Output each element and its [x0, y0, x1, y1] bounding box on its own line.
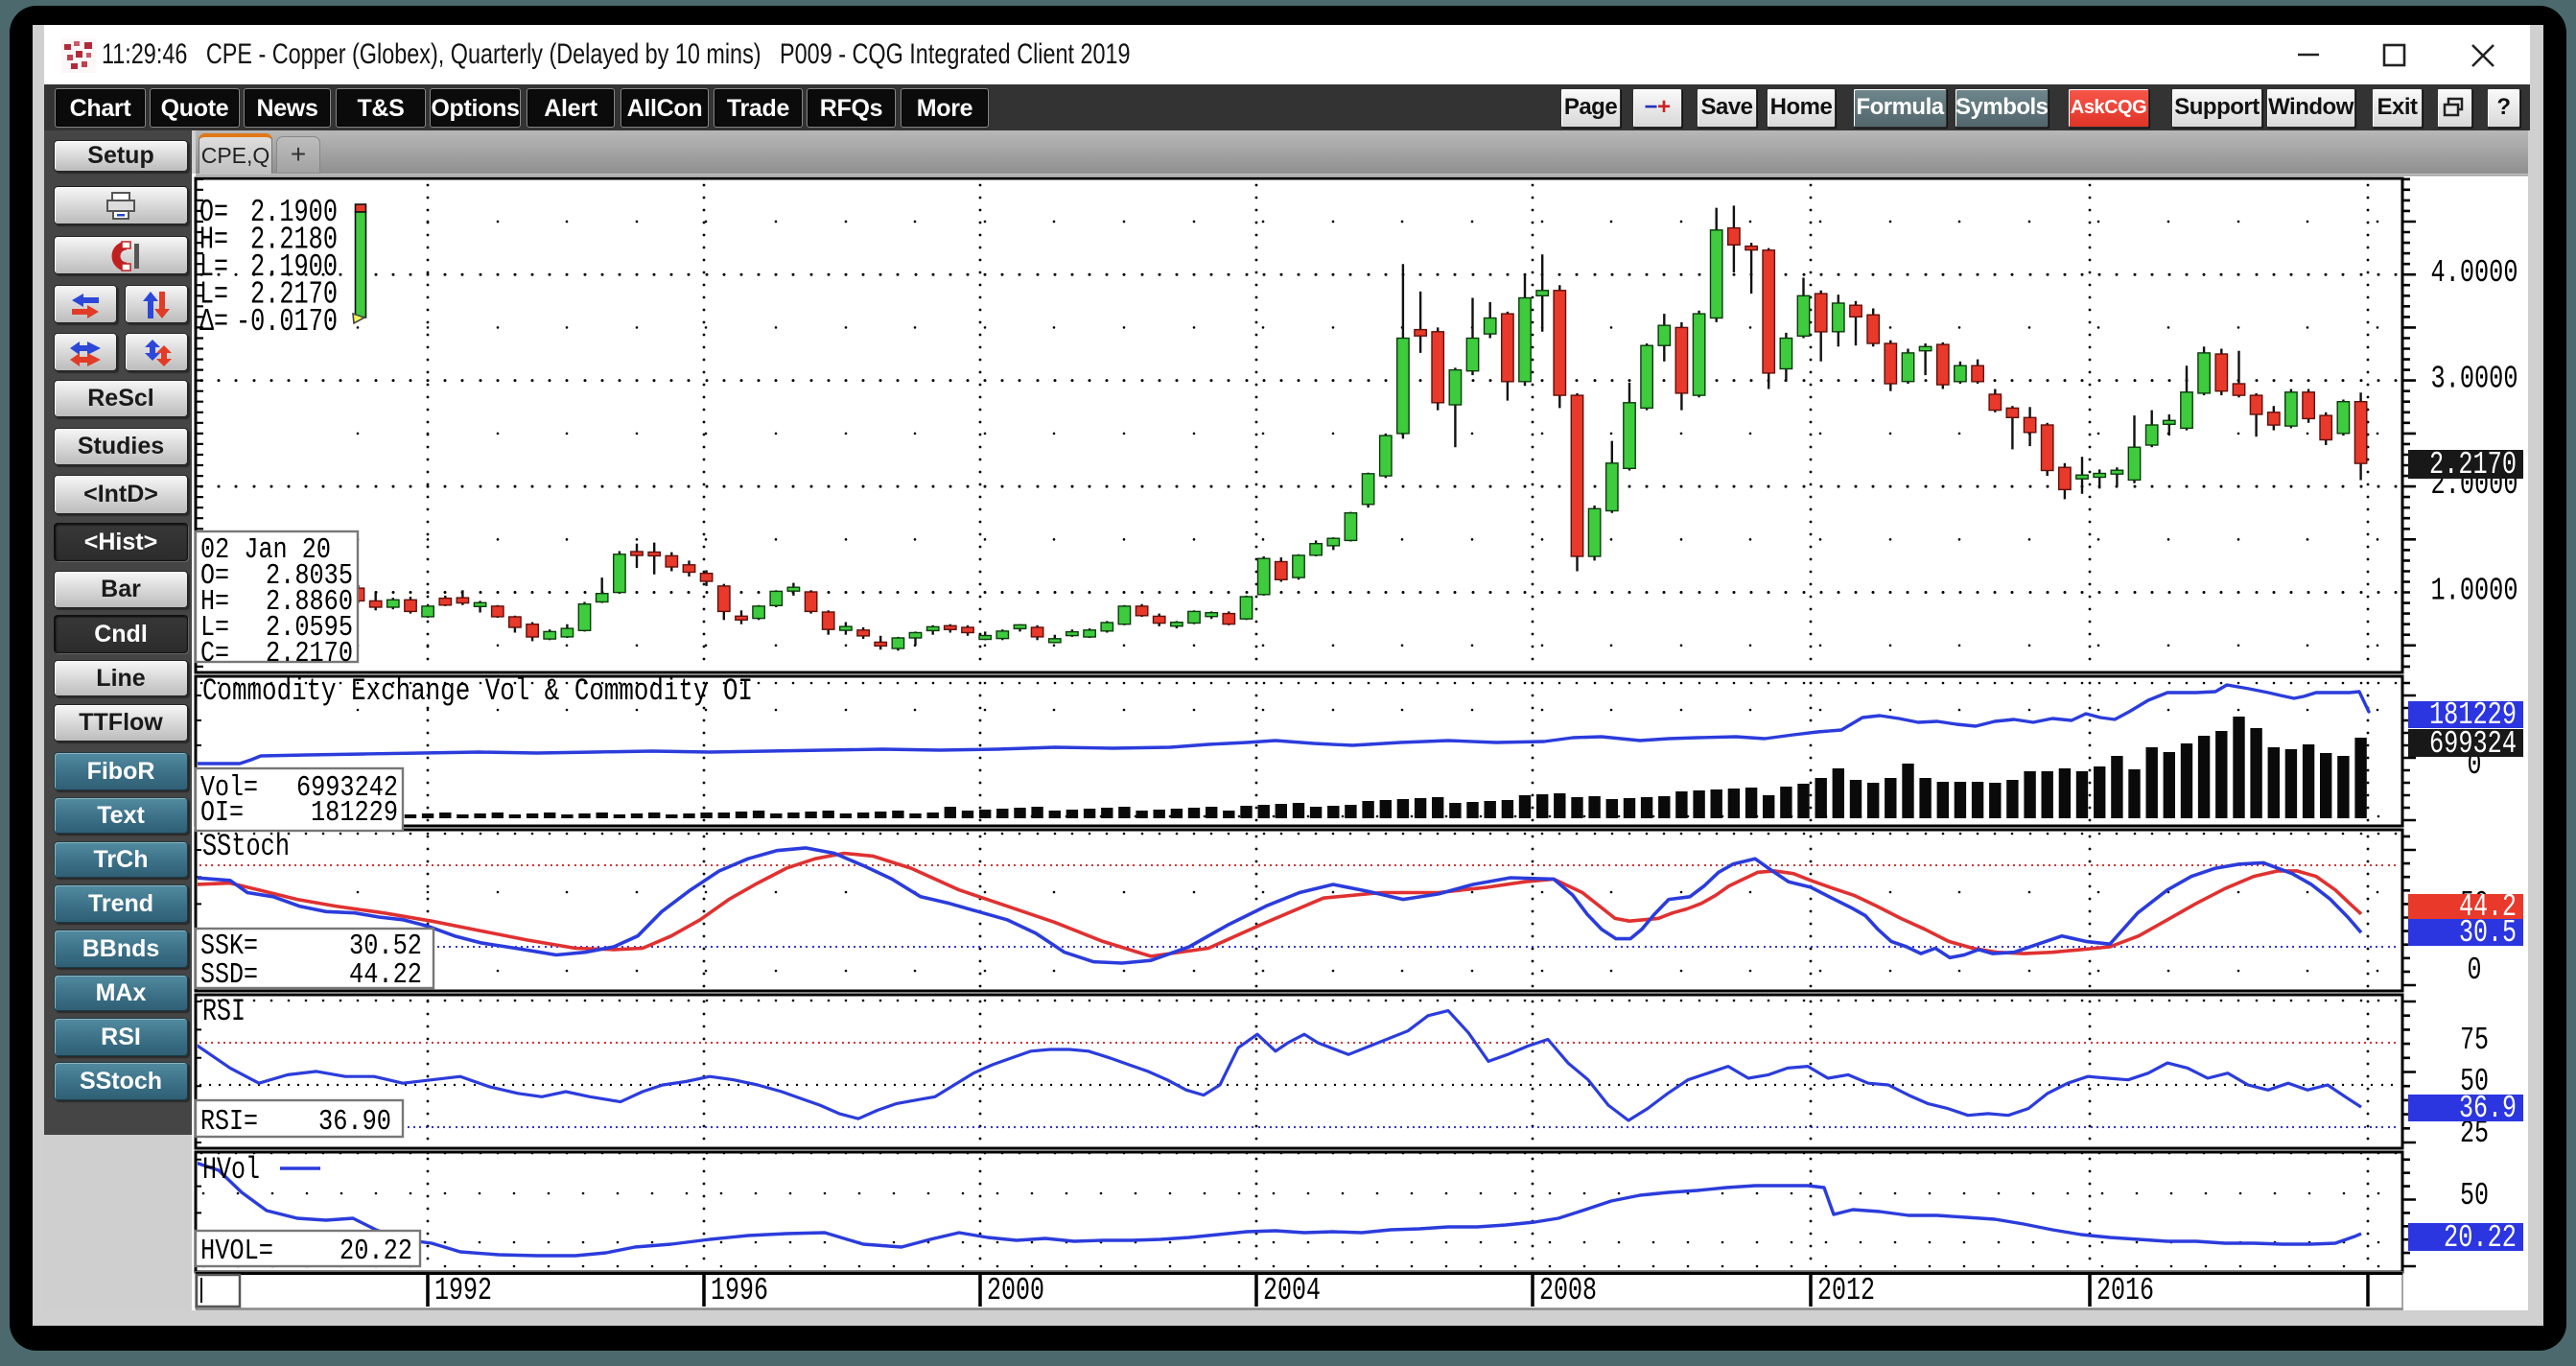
- svg-text:20.22: 20.22: [2444, 1220, 2517, 1256]
- svg-text:SSD=: SSD=: [200, 958, 258, 992]
- svg-text:30.52: 30.52: [349, 930, 422, 963]
- svg-text:RSI: RSI: [202, 994, 246, 1029]
- svg-text:0: 0: [2468, 953, 2482, 988]
- svg-text:1992: 1992: [434, 1273, 492, 1308]
- svg-text:1.0000: 1.0000: [2431, 574, 2518, 609]
- svg-text:OI=: OI=: [200, 796, 244, 830]
- svg-text:6993242: 6993242: [296, 771, 398, 805]
- svg-text:H=: H=: [199, 223, 228, 258]
- svg-text:2.2170: 2.2170: [266, 637, 353, 671]
- svg-text:20.22: 20.22: [340, 1235, 412, 1268]
- svg-text:50: 50: [2460, 1064, 2489, 1099]
- svg-text:SStoch: SStoch: [202, 829, 290, 864]
- svg-text:36.9: 36.9: [2459, 1091, 2517, 1126]
- svg-text:1996: 1996: [711, 1273, 768, 1308]
- svg-text:C=: C=: [200, 637, 229, 671]
- svg-text:O=: O=: [199, 195, 228, 230]
- svg-text:02 Jan 20: 02 Jan 20: [200, 533, 331, 567]
- svg-text:2008: 2008: [1539, 1273, 1597, 1308]
- svg-text:2.2170: 2.2170: [2429, 447, 2517, 483]
- svg-text:181229: 181229: [311, 796, 398, 830]
- svg-text:L=: L=: [199, 277, 228, 313]
- svg-text:2.2180: 2.2180: [250, 223, 338, 258]
- svg-text:25: 25: [2460, 1116, 2489, 1151]
- svg-text:2.1900: 2.1900: [250, 249, 338, 285]
- svg-text:SSK=: SSK=: [200, 930, 258, 963]
- svg-text:2.8035: 2.8035: [266, 559, 353, 593]
- svg-text:30.5: 30.5: [2459, 915, 2517, 951]
- svg-text:O=: O=: [200, 559, 229, 593]
- svg-text:2.8860: 2.8860: [266, 585, 353, 619]
- svg-text:2.2170: 2.2170: [250, 277, 338, 313]
- svg-text:75: 75: [2460, 1023, 2489, 1058]
- svg-text:L=: L=: [200, 611, 229, 645]
- svg-text:2016: 2016: [2096, 1273, 2154, 1308]
- svg-text:2012: 2012: [1817, 1273, 1875, 1308]
- svg-text:699324: 699324: [2429, 726, 2517, 762]
- svg-text:Vol=: Vol=: [200, 771, 258, 805]
- svg-text:44.2: 44.2: [2459, 889, 2517, 925]
- svg-text:50: 50: [2460, 1178, 2489, 1213]
- svg-text:Commodity Exchange Vol & Commo: Commodity Exchange Vol & Commodity OI: [202, 673, 753, 709]
- svg-text:Δ=: Δ=: [199, 304, 228, 340]
- svg-text:H=: H=: [200, 585, 229, 619]
- svg-text:2000: 2000: [987, 1273, 1044, 1308]
- svg-text:36.90: 36.90: [318, 1105, 391, 1139]
- svg-text:-0.0170: -0.0170: [236, 304, 338, 340]
- svg-text:RSI=: RSI=: [200, 1105, 258, 1139]
- svg-text:2.1900: 2.1900: [250, 195, 338, 230]
- svg-text:2.0595: 2.0595: [266, 611, 353, 645]
- svg-text:44.22: 44.22: [349, 958, 422, 992]
- svg-text:2004: 2004: [1263, 1273, 1321, 1308]
- svg-text:L=: L=: [199, 249, 228, 285]
- svg-text:HVOL=: HVOL=: [200, 1235, 273, 1268]
- svg-text:HVol: HVol: [202, 1152, 260, 1188]
- svg-text:4.0000: 4.0000: [2431, 255, 2518, 291]
- svg-text:181229: 181229: [2429, 697, 2517, 733]
- svg-text:3.0000: 3.0000: [2431, 362, 2518, 397]
